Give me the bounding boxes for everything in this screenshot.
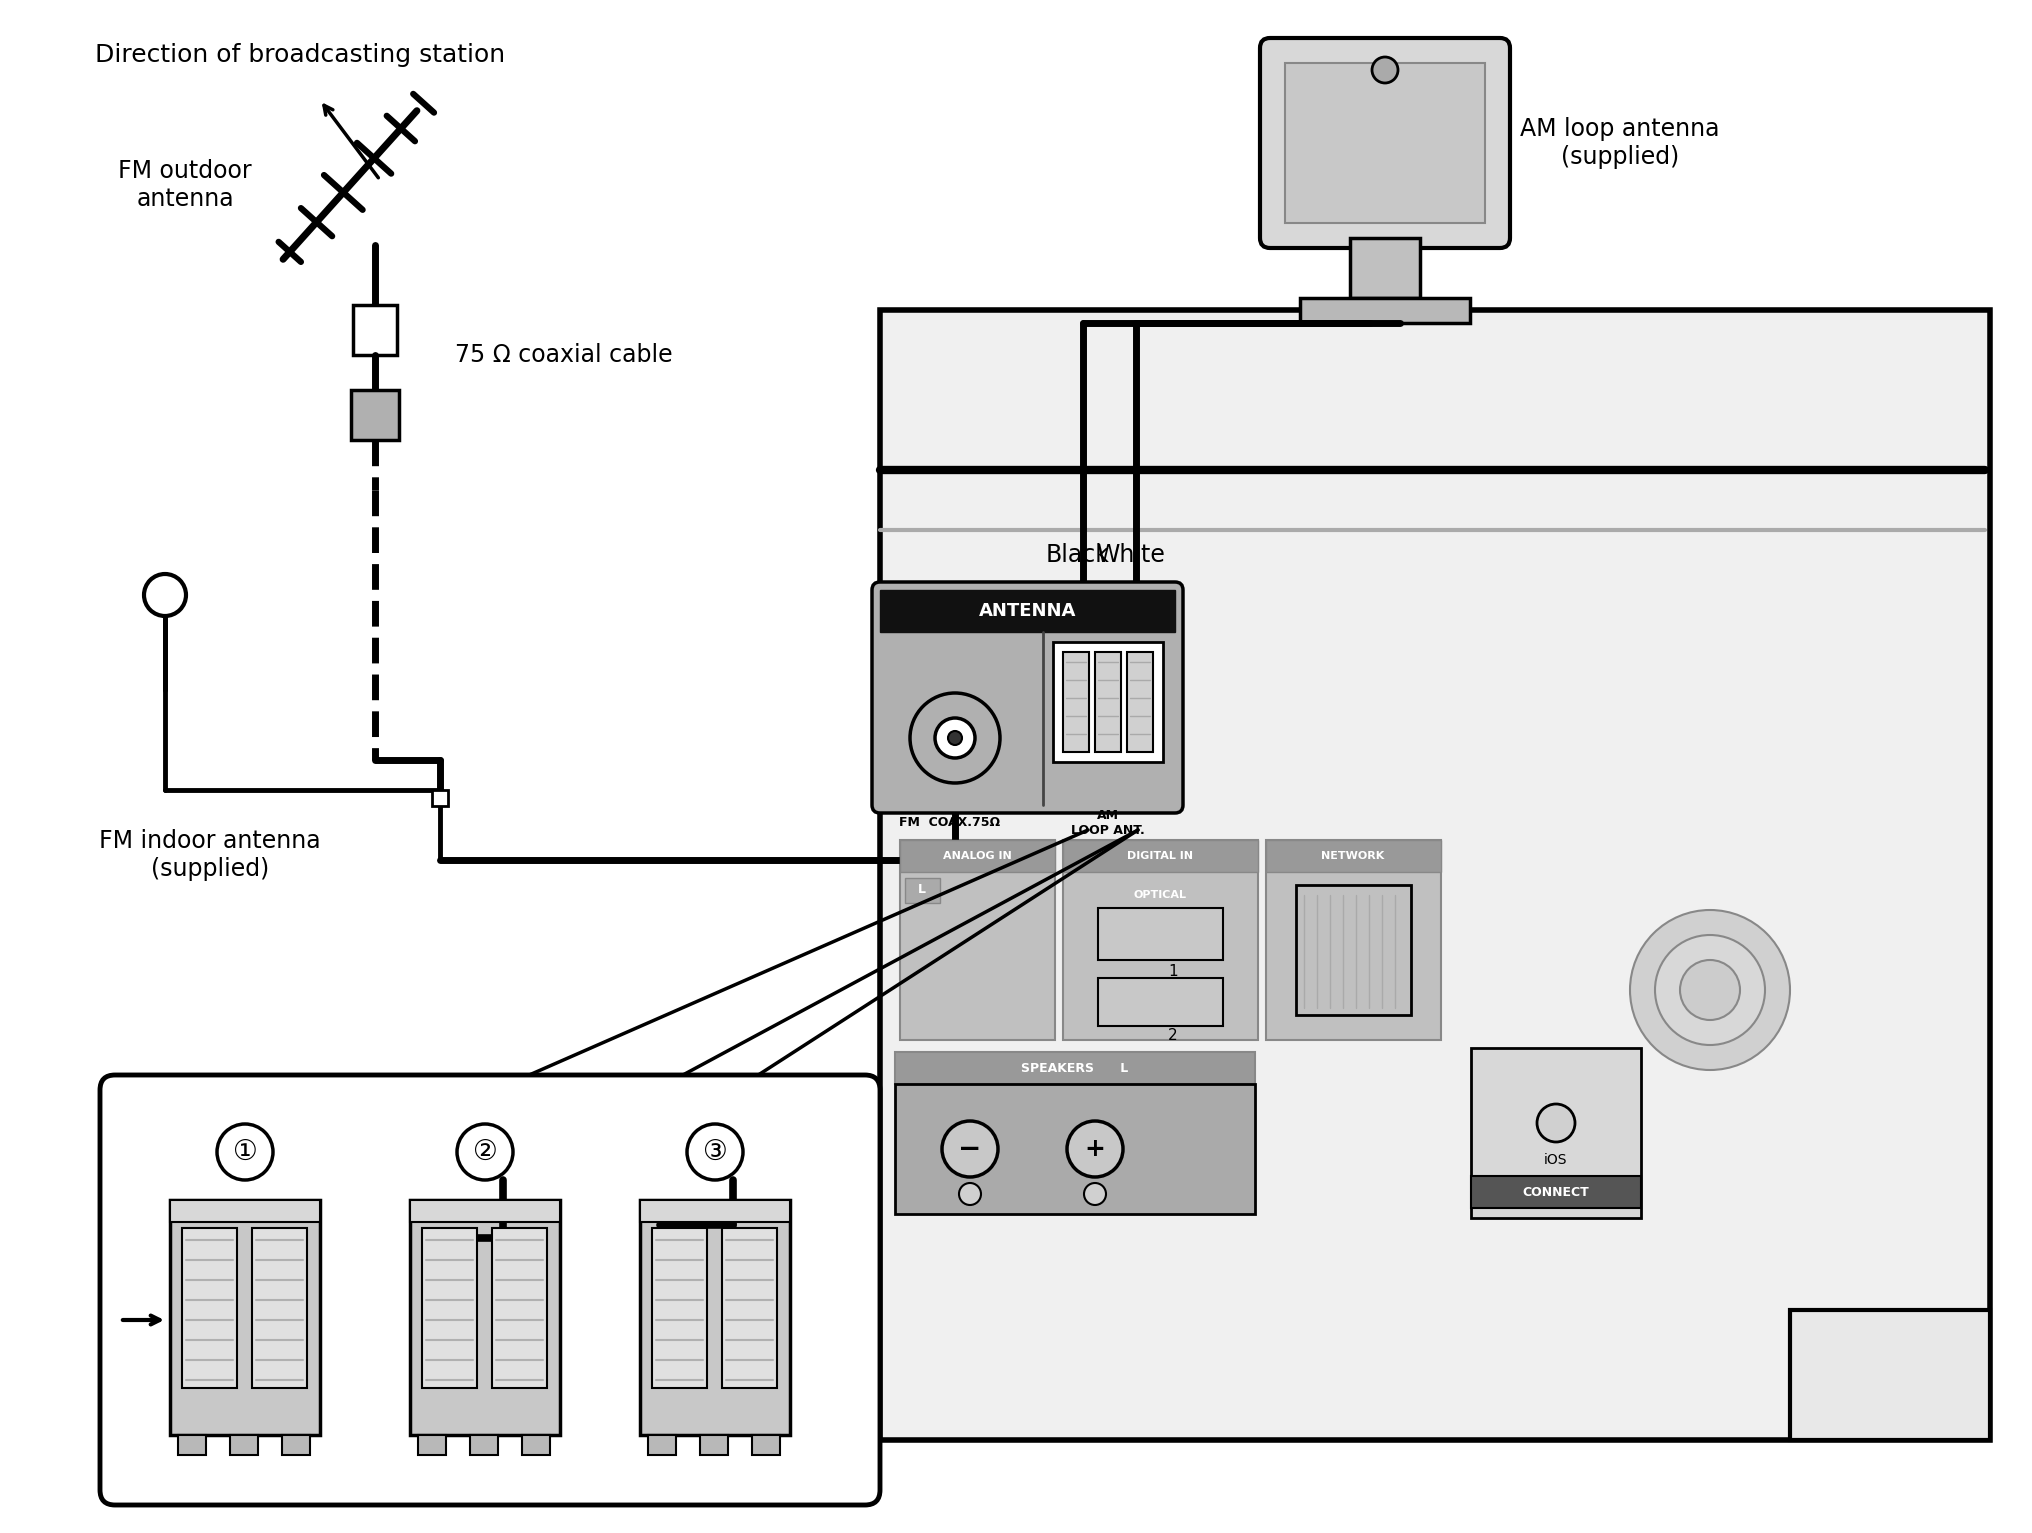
Bar [183, 1228, 238, 1387]
Bar [900, 840, 1055, 872]
Text: 75 Ω coaxial cable: 75 Ω coaxial cable [455, 343, 673, 366]
FancyBboxPatch shape [100, 1075, 880, 1505]
Bar [1053, 642, 1162, 762]
Bar [423, 1228, 478, 1387]
Text: FM  COAX.75Ω: FM COAX.75Ω [898, 817, 1000, 829]
Text: White: White [1095, 543, 1164, 567]
Text: NETWORK: NETWORK [1321, 851, 1384, 862]
Bar [522, 1435, 551, 1455]
Bar [1063, 840, 1258, 1039]
Circle shape [144, 573, 185, 616]
Text: 2: 2 [1168, 1029, 1177, 1044]
Circle shape [1067, 1121, 1122, 1177]
Text: iOS: iOS [1544, 1153, 1567, 1167]
Bar [431, 789, 447, 806]
Text: L: L [918, 883, 925, 897]
Bar [419, 1435, 445, 1455]
Bar [1063, 840, 1258, 872]
Text: OPTICAL: OPTICAL [1134, 891, 1187, 900]
Bar [1126, 652, 1152, 753]
Text: ANALOG IN: ANALOG IN [943, 851, 1010, 862]
Circle shape [910, 693, 1000, 783]
Bar [640, 1200, 790, 1435]
Bar [1349, 238, 1418, 297]
Bar [1788, 1311, 1989, 1439]
Circle shape [1654, 935, 1764, 1046]
Bar [410, 1200, 559, 1222]
Circle shape [935, 717, 975, 757]
Circle shape [941, 1121, 998, 1177]
Bar [640, 1200, 790, 1222]
Bar [171, 1200, 319, 1222]
Bar [1471, 1049, 1640, 1219]
Text: 1: 1 [1168, 964, 1177, 980]
Bar [492, 1228, 547, 1387]
Bar [894, 1084, 1254, 1214]
Text: ③: ③ [703, 1137, 727, 1167]
Circle shape [1536, 1104, 1575, 1142]
Bar [752, 1435, 780, 1455]
Text: SPEAKERS      L: SPEAKERS L [1020, 1061, 1128, 1075]
Bar [1063, 652, 1089, 753]
Text: ②: ② [471, 1137, 498, 1167]
Text: +: + [1083, 1137, 1105, 1160]
Text: ①: ① [232, 1137, 258, 1167]
Text: CONNECT: CONNECT [1522, 1185, 1589, 1199]
Bar [652, 1228, 707, 1387]
Bar [880, 590, 1174, 632]
Bar [354, 305, 396, 356]
Bar [904, 878, 939, 903]
Text: ANTENNA: ANTENNA [977, 602, 1075, 619]
Bar [352, 389, 398, 440]
Text: Direction of broadcasting station: Direction of broadcasting station [96, 43, 504, 67]
Bar [880, 310, 1989, 1439]
Bar [1284, 63, 1483, 222]
Bar [900, 840, 1055, 1039]
Bar [1095, 652, 1120, 753]
FancyBboxPatch shape [872, 583, 1183, 812]
Text: AM loop antenna
(supplied): AM loop antenna (supplied) [1520, 117, 1719, 169]
Bar [1097, 908, 1223, 960]
Bar [721, 1228, 776, 1387]
Bar [699, 1435, 727, 1455]
Bar [179, 1435, 205, 1455]
Circle shape [1372, 57, 1398, 83]
Bar [171, 1200, 319, 1435]
Bar [1266, 840, 1441, 1039]
Text: DIGITAL IN: DIGITAL IN [1126, 851, 1193, 862]
Text: AM
LOOP ANT.: AM LOOP ANT. [1071, 809, 1144, 837]
Circle shape [1630, 911, 1788, 1070]
Bar [1471, 1176, 1640, 1208]
FancyBboxPatch shape [1260, 38, 1510, 248]
Circle shape [1083, 1183, 1105, 1205]
Text: FM indoor antenna
(supplied): FM indoor antenna (supplied) [100, 829, 321, 881]
Circle shape [947, 731, 961, 745]
Bar [230, 1435, 258, 1455]
Text: −: − [957, 1134, 981, 1164]
Text: FM outdoor
antenna: FM outdoor antenna [118, 159, 252, 212]
Bar [1298, 297, 1469, 323]
Circle shape [457, 1124, 512, 1180]
Bar [410, 1200, 559, 1435]
Circle shape [217, 1124, 272, 1180]
Bar [1097, 978, 1223, 1026]
Circle shape [1678, 960, 1739, 1019]
Bar [282, 1435, 309, 1455]
Bar [894, 1052, 1254, 1084]
Bar [1294, 885, 1410, 1015]
Circle shape [959, 1183, 981, 1205]
Bar [469, 1435, 498, 1455]
Circle shape [687, 1124, 742, 1180]
Bar [648, 1435, 677, 1455]
Bar [1266, 840, 1441, 872]
Bar [252, 1228, 307, 1387]
Text: Black: Black [1046, 543, 1109, 567]
